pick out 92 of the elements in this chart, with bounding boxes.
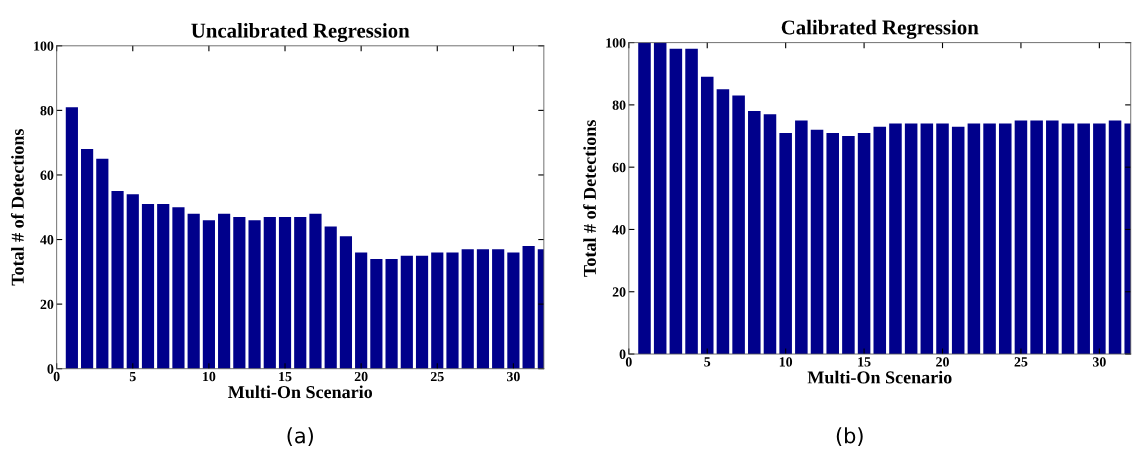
x-tick-label: 15 — [858, 357, 871, 367]
bar — [826, 132, 839, 355]
bar — [111, 191, 124, 369]
bar — [1077, 123, 1090, 355]
text: (a) — [287, 427, 313, 446]
bar — [218, 213, 231, 369]
chart-title: Uncalibrated Regression — [191, 23, 410, 43]
x-tick-label: 10 — [779, 357, 793, 367]
y-axis-title: Total # of Detections — [10, 129, 24, 286]
bar — [889, 123, 902, 355]
bar — [842, 136, 855, 355]
chart-title: Calibrated Regression — [781, 19, 979, 39]
x-tick-label: 5 — [129, 372, 136, 382]
bar — [810, 129, 824, 355]
bar — [983, 123, 996, 355]
bar — [294, 216, 307, 369]
bar — [507, 252, 520, 369]
bar — [685, 48, 698, 355]
y-axis-title: Total # of Detections — [583, 120, 596, 277]
bar — [1030, 120, 1043, 355]
bar — [1046, 120, 1059, 355]
y-tick-label: 0 — [47, 364, 54, 374]
x-tick-label: 5 — [704, 357, 711, 367]
bar — [172, 207, 185, 369]
bar — [400, 255, 413, 369]
bar — [339, 236, 353, 369]
bar — [700, 76, 714, 355]
bar — [202, 220, 215, 369]
bar — [638, 42, 651, 355]
bar — [415, 255, 429, 369]
bar — [65, 107, 78, 369]
bar — [476, 249, 490, 369]
bar — [653, 42, 667, 355]
x-tick-label: 15 — [279, 371, 292, 382]
y-tick-label: 20 — [612, 287, 626, 297]
y-tick-label: 100 — [606, 38, 626, 48]
bar — [370, 258, 383, 369]
y-tick-label: 60 — [612, 162, 626, 173]
x-tick-label: 25 — [430, 371, 444, 382]
x-tick-label: 30 — [506, 371, 520, 382]
bar — [795, 120, 808, 355]
bar — [1061, 123, 1075, 355]
y-tick-label: 80 — [40, 105, 54, 116]
bar — [233, 216, 246, 369]
bar — [732, 95, 745, 355]
bar — [873, 126, 887, 355]
bar — [967, 123, 981, 355]
bar — [263, 216, 276, 369]
bar — [309, 213, 322, 369]
bar — [716, 89, 730, 355]
bar — [446, 252, 459, 369]
x-tick-label: 20 — [354, 371, 368, 382]
bar — [779, 132, 792, 355]
y-tick-label: 40 — [612, 225, 626, 235]
y-tick-label: 20 — [40, 299, 54, 310]
y-tick-label: 80 — [612, 100, 626, 110]
bar — [248, 220, 261, 369]
bar — [763, 114, 777, 355]
bar — [126, 194, 139, 369]
bar — [951, 126, 965, 355]
bar — [431, 252, 444, 369]
x-tick-label: 20 — [936, 357, 949, 367]
y-tick-label: 60 — [40, 170, 54, 180]
bar — [96, 158, 109, 369]
bar — [461, 249, 474, 369]
bar — [857, 132, 871, 355]
bar — [157, 204, 170, 369]
x-axis-title: Multi-On Scenario — [807, 370, 952, 384]
y-tick-label: 0 — [619, 349, 626, 359]
bar — [920, 123, 934, 355]
bar — [492, 249, 505, 369]
x-tick-label: 30 — [1092, 357, 1106, 367]
x-tick-label: 25 — [1014, 357, 1028, 367]
bar — [904, 123, 918, 355]
x-tick-label: 10 — [203, 371, 216, 382]
bar — [936, 123, 949, 355]
bar — [748, 111, 761, 355]
y-tick-label: 100 — [34, 41, 54, 51]
bar — [141, 204, 155, 369]
text: (b) — [836, 427, 863, 446]
bar — [1014, 120, 1028, 355]
bar — [278, 216, 292, 369]
bar — [669, 48, 683, 355]
bar — [1093, 123, 1106, 355]
x-axis-title: Multi-On Scenario — [228, 385, 373, 399]
bar — [187, 213, 200, 369]
bar — [998, 123, 1012, 355]
bar — [355, 252, 368, 369]
bar — [385, 258, 398, 369]
y-tick-label: 40 — [40, 235, 54, 245]
bar — [81, 149, 94, 369]
bar — [324, 226, 337, 369]
